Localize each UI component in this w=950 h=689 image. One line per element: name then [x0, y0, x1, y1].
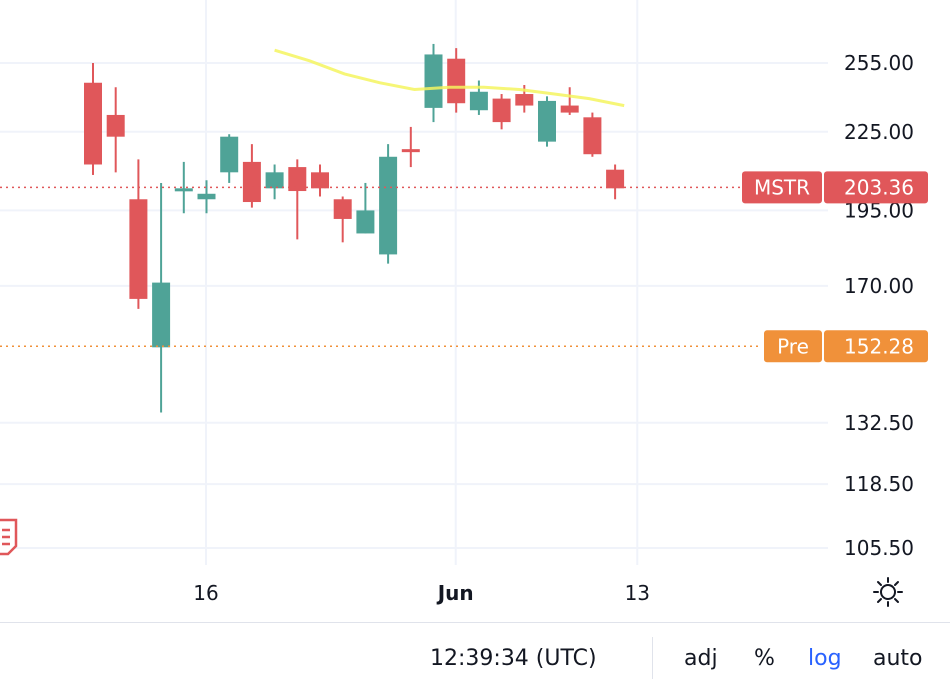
time-tick-label: 13: [625, 581, 650, 605]
footer-divider: [652, 637, 653, 679]
candle-body: [311, 172, 329, 189]
candle: [311, 164, 329, 197]
candle-body: [424, 54, 443, 108]
candle: [84, 63, 102, 175]
gear-icon[interactable]: [872, 576, 904, 608]
auto-scale-toggle[interactable]: auto: [873, 646, 923, 671]
candle-body: [356, 210, 375, 234]
last-price-badge-value-bg: [824, 171, 928, 204]
candle: [538, 96, 556, 147]
moving-average-line: [274, 48, 625, 108]
time-axis[interactable]: 16 Jun 13: [193, 581, 650, 605]
candle: [583, 112, 602, 157]
candle-body: [242, 161, 261, 203]
candle: [424, 43, 443, 123]
candle: [174, 161, 193, 214]
adj-toggle[interactable]: adj: [684, 646, 718, 671]
percent-scale-toggle[interactable]: %: [754, 646, 775, 671]
candle-body: [379, 156, 398, 255]
earnings-flag-icon[interactable]: [0, 518, 22, 558]
candle: [379, 144, 398, 264]
candle: [333, 196, 352, 243]
premarket-badge-value-bg: [824, 330, 928, 363]
candle-body: [469, 91, 488, 111]
candle-body: [583, 117, 602, 155]
price-tick-label: 255.00: [844, 51, 914, 75]
candle-body: [401, 149, 420, 153]
last-price-badge-value: 203.36: [844, 175, 914, 199]
candle-body: [606, 169, 625, 189]
premarket-badge-label-bg: [764, 330, 822, 363]
candle: [469, 80, 488, 115]
candle: [265, 164, 284, 200]
candle: [220, 134, 239, 183]
candle-body: [265, 172, 284, 189]
price-tick-label: 105.50: [844, 536, 914, 560]
candle: [560, 87, 579, 115]
candle-body: [129, 199, 148, 299]
candle-body: [560, 105, 579, 113]
candle: [492, 94, 511, 130]
last-price-badge: MSTR 203.36: [742, 171, 928, 204]
candle: [242, 144, 261, 208]
candle-body: [220, 136, 239, 173]
utc-clock: 12:39:34 (UTC): [430, 646, 597, 671]
candle-body: [447, 58, 466, 104]
candle-body: [84, 82, 102, 165]
premarket-badge-label: Pre: [777, 334, 809, 358]
time-tick-label: Jun: [436, 581, 474, 605]
price-tick-label: 132.50: [844, 411, 914, 435]
candle-body: [106, 114, 125, 137]
premarket-badge: Pre 152.28: [764, 330, 928, 363]
last-price-badge-label-bg: [742, 171, 822, 204]
candle-body: [492, 98, 511, 123]
candle-body: [152, 282, 171, 348]
price-badges: MSTR 203.36 Pre 152.28: [742, 171, 928, 363]
candle: [129, 159, 148, 309]
candle-body: [197, 193, 216, 200]
chart-footer-toolbar: 12:39:34 (UTC) adj % log auto: [0, 622, 950, 689]
candle: [447, 48, 466, 113]
chart-grid: [0, 0, 828, 565]
price-tick-label: 225.00: [844, 120, 914, 144]
candle-body: [288, 167, 307, 192]
price-tick-label: 118.50: [844, 472, 914, 496]
candle-body: [174, 188, 193, 192]
candle-body: [538, 100, 556, 142]
candle: [197, 180, 216, 214]
candle-body: [333, 199, 352, 219]
candle: [401, 126, 420, 168]
last-price-badge-label: MSTR: [754, 175, 810, 199]
candle: [606, 164, 625, 200]
candle: [356, 182, 375, 234]
candlestick-series: [84, 43, 625, 413]
candle: [106, 87, 125, 173]
price-axis[interactable]: 255.00225.00195.00170.00132.50118.50105.…: [844, 51, 914, 560]
candle: [152, 182, 171, 413]
log-scale-toggle[interactable]: log: [808, 646, 842, 671]
price-tick-label: 170.00: [844, 274, 914, 298]
candle: [288, 159, 307, 240]
price-chart[interactable]: 255.00225.00195.00170.00132.50118.50105.…: [0, 0, 950, 622]
candle-body: [515, 94, 534, 106]
premarket-badge-value: 152.28: [844, 334, 914, 358]
time-tick-label: 16: [193, 581, 218, 605]
